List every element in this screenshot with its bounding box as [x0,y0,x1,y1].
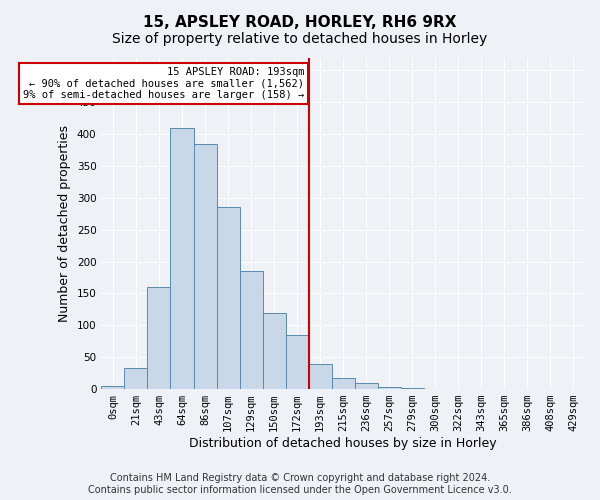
Bar [263,312,286,389]
X-axis label: Distribution of detached houses by size in Horley: Distribution of detached houses by size … [190,437,497,450]
Bar [148,287,170,389]
Bar [239,271,263,389]
Bar [170,128,194,389]
Bar [124,368,148,389]
Text: 15, APSLEY ROAD, HORLEY, RH6 9RX: 15, APSLEY ROAD, HORLEY, RH6 9RX [143,15,457,30]
Text: Size of property relative to detached houses in Horley: Size of property relative to detached ho… [112,32,488,46]
Text: 15 APSLEY ROAD: 193sqm
← 90% of detached houses are smaller (1,562)
9% of semi-d: 15 APSLEY ROAD: 193sqm ← 90% of detached… [23,67,304,100]
Bar [332,378,355,389]
Bar [217,208,239,389]
Bar [378,387,401,389]
Bar [401,388,424,389]
Y-axis label: Number of detached properties: Number of detached properties [58,125,71,322]
Text: Contains HM Land Registry data © Crown copyright and database right 2024.
Contai: Contains HM Land Registry data © Crown c… [88,474,512,495]
Bar [194,144,217,389]
Bar [286,335,308,389]
Bar [308,364,332,389]
Bar [101,386,124,389]
Bar [355,382,378,389]
